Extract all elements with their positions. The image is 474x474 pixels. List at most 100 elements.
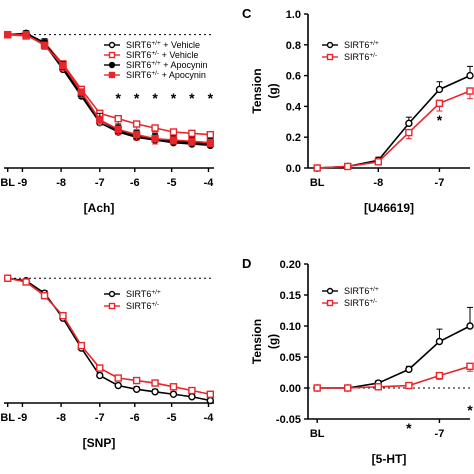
data-point xyxy=(22,30,30,39)
data-point xyxy=(77,88,86,96)
y-axis-label: Tension (g) xyxy=(250,319,280,364)
data-point xyxy=(96,371,104,380)
legend: SIRT6+/+ SIRT6+/- xyxy=(104,289,161,311)
y-tick-label: 1.0 xyxy=(286,9,301,21)
series-1 xyxy=(313,65,474,172)
chart-panel-4: BL -7 -0.05 0.00 0.05 0.10 0.15 0.20 [5-HT] Tensi… xyxy=(242,256,474,466)
legend: SIRT6+/+ SIRT6+/- xyxy=(322,286,379,308)
data-point xyxy=(206,396,215,405)
legend-label: SIRT6+/+ xyxy=(344,286,379,296)
y-tick-label: 0.0 xyxy=(286,163,301,175)
panel-label: C xyxy=(242,6,252,21)
data-point xyxy=(108,41,116,49)
y-tick-label: 0.4 xyxy=(286,101,302,113)
series-line xyxy=(317,74,471,169)
data-point xyxy=(3,274,12,282)
x-tick-label: BL xyxy=(310,428,325,440)
x-tick-label: -5 xyxy=(167,412,177,424)
data-point xyxy=(206,390,215,398)
data-point xyxy=(466,71,474,80)
data-point xyxy=(114,125,122,134)
data-point xyxy=(132,376,141,385)
x-tick-label: BL xyxy=(0,412,15,424)
data-point xyxy=(206,138,215,147)
significance-marker: * xyxy=(134,90,140,106)
data-point xyxy=(206,130,215,139)
data-point xyxy=(108,302,116,310)
panel-label: D xyxy=(242,256,251,271)
series-line xyxy=(7,277,211,402)
x-tick-label: -8 xyxy=(56,412,66,424)
data-point xyxy=(326,53,334,61)
series-2 xyxy=(313,362,474,392)
y-tick-label: 0.8 xyxy=(286,40,301,52)
chart-panel-3: BL -9 -8 -7 -6 -5 -4 [SNP] SIRT6+/+ SIRT6+/- xyxy=(0,274,215,450)
x-axis-label: [SNP] xyxy=(83,436,116,450)
y-tick-label: 0.20 xyxy=(280,259,301,271)
significance-marker: * xyxy=(171,90,177,106)
x-tick-label: BL xyxy=(0,177,15,189)
legend-label: SIRT6+/+ xyxy=(344,40,379,50)
significance-marker: * xyxy=(406,420,412,436)
x-axis-label: [Ach] xyxy=(84,201,115,215)
x-tick-label: -4 xyxy=(204,412,215,424)
data-point xyxy=(151,134,159,143)
y-tick-label: 0.10 xyxy=(280,321,301,333)
data-point xyxy=(405,381,413,390)
data-point xyxy=(151,388,159,396)
data-point xyxy=(435,371,444,380)
significance-marker: * xyxy=(189,90,195,106)
legend-label: SIRT6+/+ + Apocynin xyxy=(126,60,208,70)
data-point xyxy=(40,41,49,50)
x-tick-label: -6 xyxy=(130,412,140,424)
data-point xyxy=(466,87,474,95)
chart-panel-1: BL -9 -8 -7 -6 -5 -4[Ach]* * * * * *SIRT6+/+ + Vehi… xyxy=(0,29,215,215)
data-point xyxy=(344,162,352,171)
data-point xyxy=(374,158,383,166)
data-point xyxy=(326,299,334,307)
data-point xyxy=(77,341,86,350)
legend-label: SIRT6+/- + Vehicle xyxy=(126,50,198,60)
data-point xyxy=(188,386,196,395)
x-tick-label: -9 xyxy=(18,177,28,189)
data-point xyxy=(466,322,474,330)
y-tick-label: 0.6 xyxy=(286,71,301,83)
data-point xyxy=(114,374,122,382)
data-point xyxy=(108,51,116,59)
data-point xyxy=(405,119,413,128)
data-point xyxy=(96,116,104,124)
data-point xyxy=(188,129,196,138)
series-4 xyxy=(3,30,215,148)
data-point xyxy=(151,379,159,387)
legend-label: SIRT6+/+ xyxy=(126,289,161,299)
data-point xyxy=(169,136,178,144)
data-point xyxy=(108,71,116,79)
legend-label: SIRT6+/- xyxy=(344,52,377,62)
y-tick-label: 0.2 xyxy=(286,132,301,144)
data-point xyxy=(22,278,30,286)
data-point xyxy=(132,385,141,393)
significance-marker: * xyxy=(115,90,121,106)
data-point xyxy=(114,381,122,390)
series-line xyxy=(317,325,471,389)
series-line xyxy=(7,277,211,396)
x-tick-label: -7 xyxy=(435,177,445,189)
data-point xyxy=(96,364,104,372)
legend-label: SIRT6+/- xyxy=(344,298,377,308)
data-point xyxy=(435,85,444,94)
data-point xyxy=(3,30,12,39)
data-point xyxy=(344,384,352,392)
data-point xyxy=(188,137,196,146)
data-point xyxy=(313,164,321,172)
x-tick-label: BL xyxy=(310,177,325,189)
y-tick-label: 0.00 xyxy=(280,383,301,395)
data-point xyxy=(169,128,178,136)
legend-label: SIRT6+/- + Apocynin xyxy=(126,70,206,80)
data-point xyxy=(326,287,334,295)
x-tick-label: -7 xyxy=(435,428,445,440)
y-tick-label: -0.05 xyxy=(276,414,301,426)
data-point xyxy=(435,337,444,346)
significance-marker: * xyxy=(467,402,473,418)
